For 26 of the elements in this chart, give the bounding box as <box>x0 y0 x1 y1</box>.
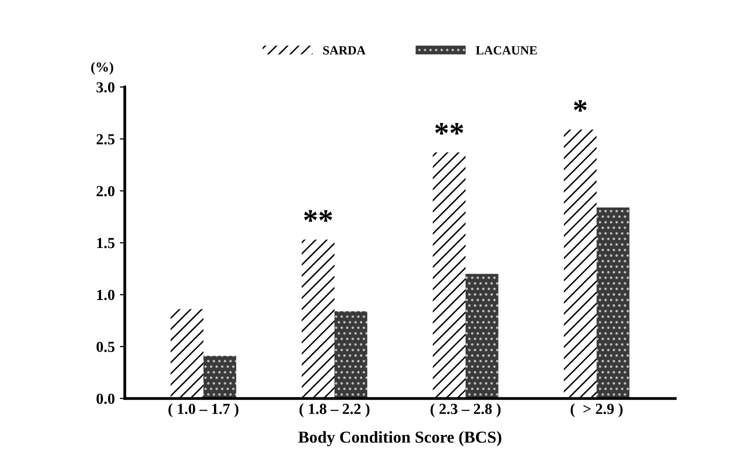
legend-label: LACAUNE <box>476 46 537 55</box>
y-tick-label: 1.5 <box>97 238 114 248</box>
y-tick-label: 2.5 <box>96 134 114 144</box>
y-axis-title: (%) <box>91 62 114 75</box>
bar <box>170 309 204 398</box>
bar <box>596 207 630 398</box>
y-tick-label: 2.0 <box>96 186 114 196</box>
x-tick-label: ( 1.0 – 1.7 ) <box>168 403 238 418</box>
y-tick-label: 0.0 <box>96 394 114 404</box>
bar <box>432 152 466 398</box>
y-tick-label: 3.0 <box>96 82 114 93</box>
bar <box>466 274 498 398</box>
bar <box>203 356 236 398</box>
x-tick-label: ( 2.3 – 2.8 ) <box>430 403 501 418</box>
bar <box>334 311 368 398</box>
bar <box>302 240 334 398</box>
annotation: ** <box>304 210 332 222</box>
y-tick-label: 0.5 <box>96 342 114 352</box>
annotation: * <box>574 100 587 112</box>
x-tick-label: ( > 2.9 ) <box>570 403 623 418</box>
legend-label: SARDA <box>323 46 366 55</box>
y-tick-label: 1.0 <box>97 290 114 300</box>
bar <box>564 130 597 398</box>
x-tick-label: ( 1.8 – 2.2 ) <box>300 403 370 418</box>
annotation: ** <box>435 122 464 134</box>
x-axis-title: Body Condition Score (BCS) <box>298 431 502 446</box>
